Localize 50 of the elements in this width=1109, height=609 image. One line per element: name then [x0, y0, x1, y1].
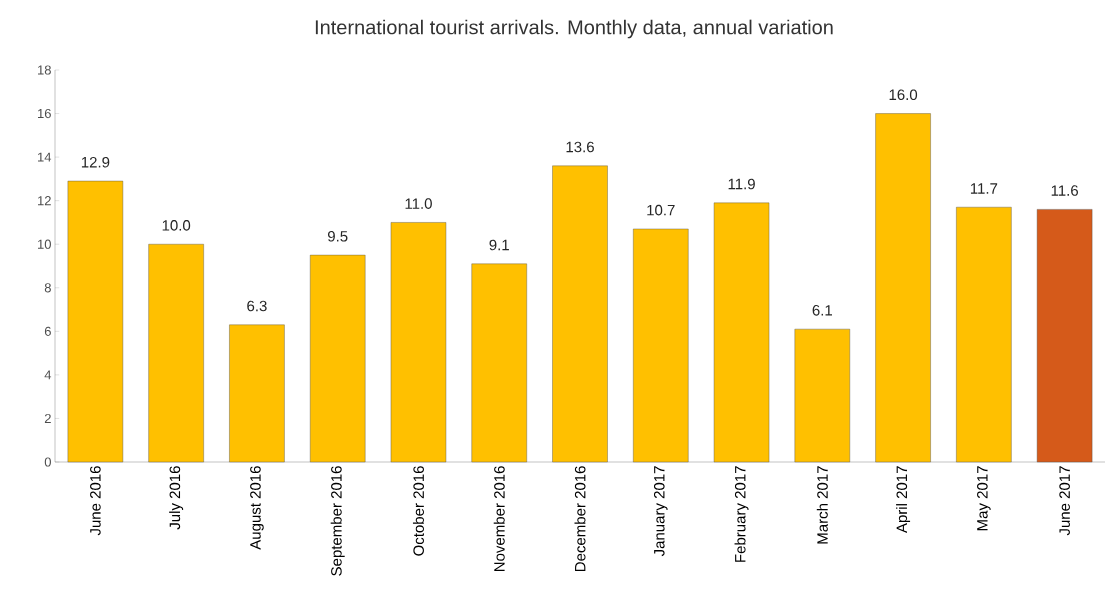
data-label: 11.0 — [405, 198, 432, 209]
data-label: 10.7 — [647, 204, 675, 216]
bar — [794, 328, 851, 463]
bar — [713, 202, 770, 463]
bar — [310, 254, 366, 463]
y-tick-label: 12 — [38, 196, 51, 206]
y-tick-label: 6 — [44, 326, 51, 336]
y-tick-label: 4 — [44, 370, 52, 380]
y-tick-label: 14 — [38, 152, 52, 162]
bar — [471, 263, 527, 463]
x-tick-label: May 2017 — [977, 466, 991, 531]
y-tick-label: 8 — [44, 283, 51, 293]
x-tick-label: September 2016 — [330, 466, 345, 576]
y-tick-label: 18 — [38, 65, 51, 75]
x-tick-label: July 2016 — [169, 466, 184, 530]
x-tick-label: June 2016 — [90, 466, 101, 536]
chart-title: International tourist arrivals. Monthly data, annual variation — [315, 19, 833, 39]
bar — [390, 222, 447, 463]
bar — [552, 165, 608, 463]
bar — [633, 228, 689, 463]
x-tick-label: March 2017 — [816, 466, 828, 544]
data-label: 6.1 — [812, 305, 832, 316]
data-label: 9.1 — [489, 239, 509, 251]
bar — [67, 180, 124, 463]
bar — [1036, 209, 1093, 463]
x-tick-label: October 2016 — [412, 466, 424, 556]
x-tick-label: November 2016 — [493, 466, 505, 572]
data-label: 16.0 — [889, 89, 918, 101]
data-label: 11.7 — [970, 183, 998, 194]
data-label: 10.0 — [162, 220, 191, 231]
y-tick-label: 10 — [38, 239, 51, 249]
x-tick-label: February 2017 — [734, 466, 749, 562]
data-label: 11.9 — [728, 178, 755, 190]
y-tick-label: 2 — [44, 413, 51, 423]
bar — [956, 207, 1012, 463]
y-tick-label: 16 — [38, 108, 51, 119]
data-label: 6.3 — [247, 300, 267, 312]
x-tick-label: August 2016 — [250, 466, 264, 550]
y-tick-label: 0 — [44, 457, 51, 467]
bar — [148, 244, 204, 463]
data-label: 9.5 — [327, 230, 348, 242]
bar — [229, 324, 285, 463]
x-tick-label: December 2016 — [574, 466, 586, 572]
x-tick-label: April 2017 — [896, 466, 911, 534]
x-tick-label: June 2017 — [1059, 466, 1070, 536]
data-label: 12.9 — [81, 156, 110, 168]
data-label: 13.6 — [566, 141, 594, 153]
bar — [875, 113, 931, 463]
x-tick-label: January 2017 — [653, 466, 668, 557]
data-label: 11.6 — [1051, 185, 1079, 196]
